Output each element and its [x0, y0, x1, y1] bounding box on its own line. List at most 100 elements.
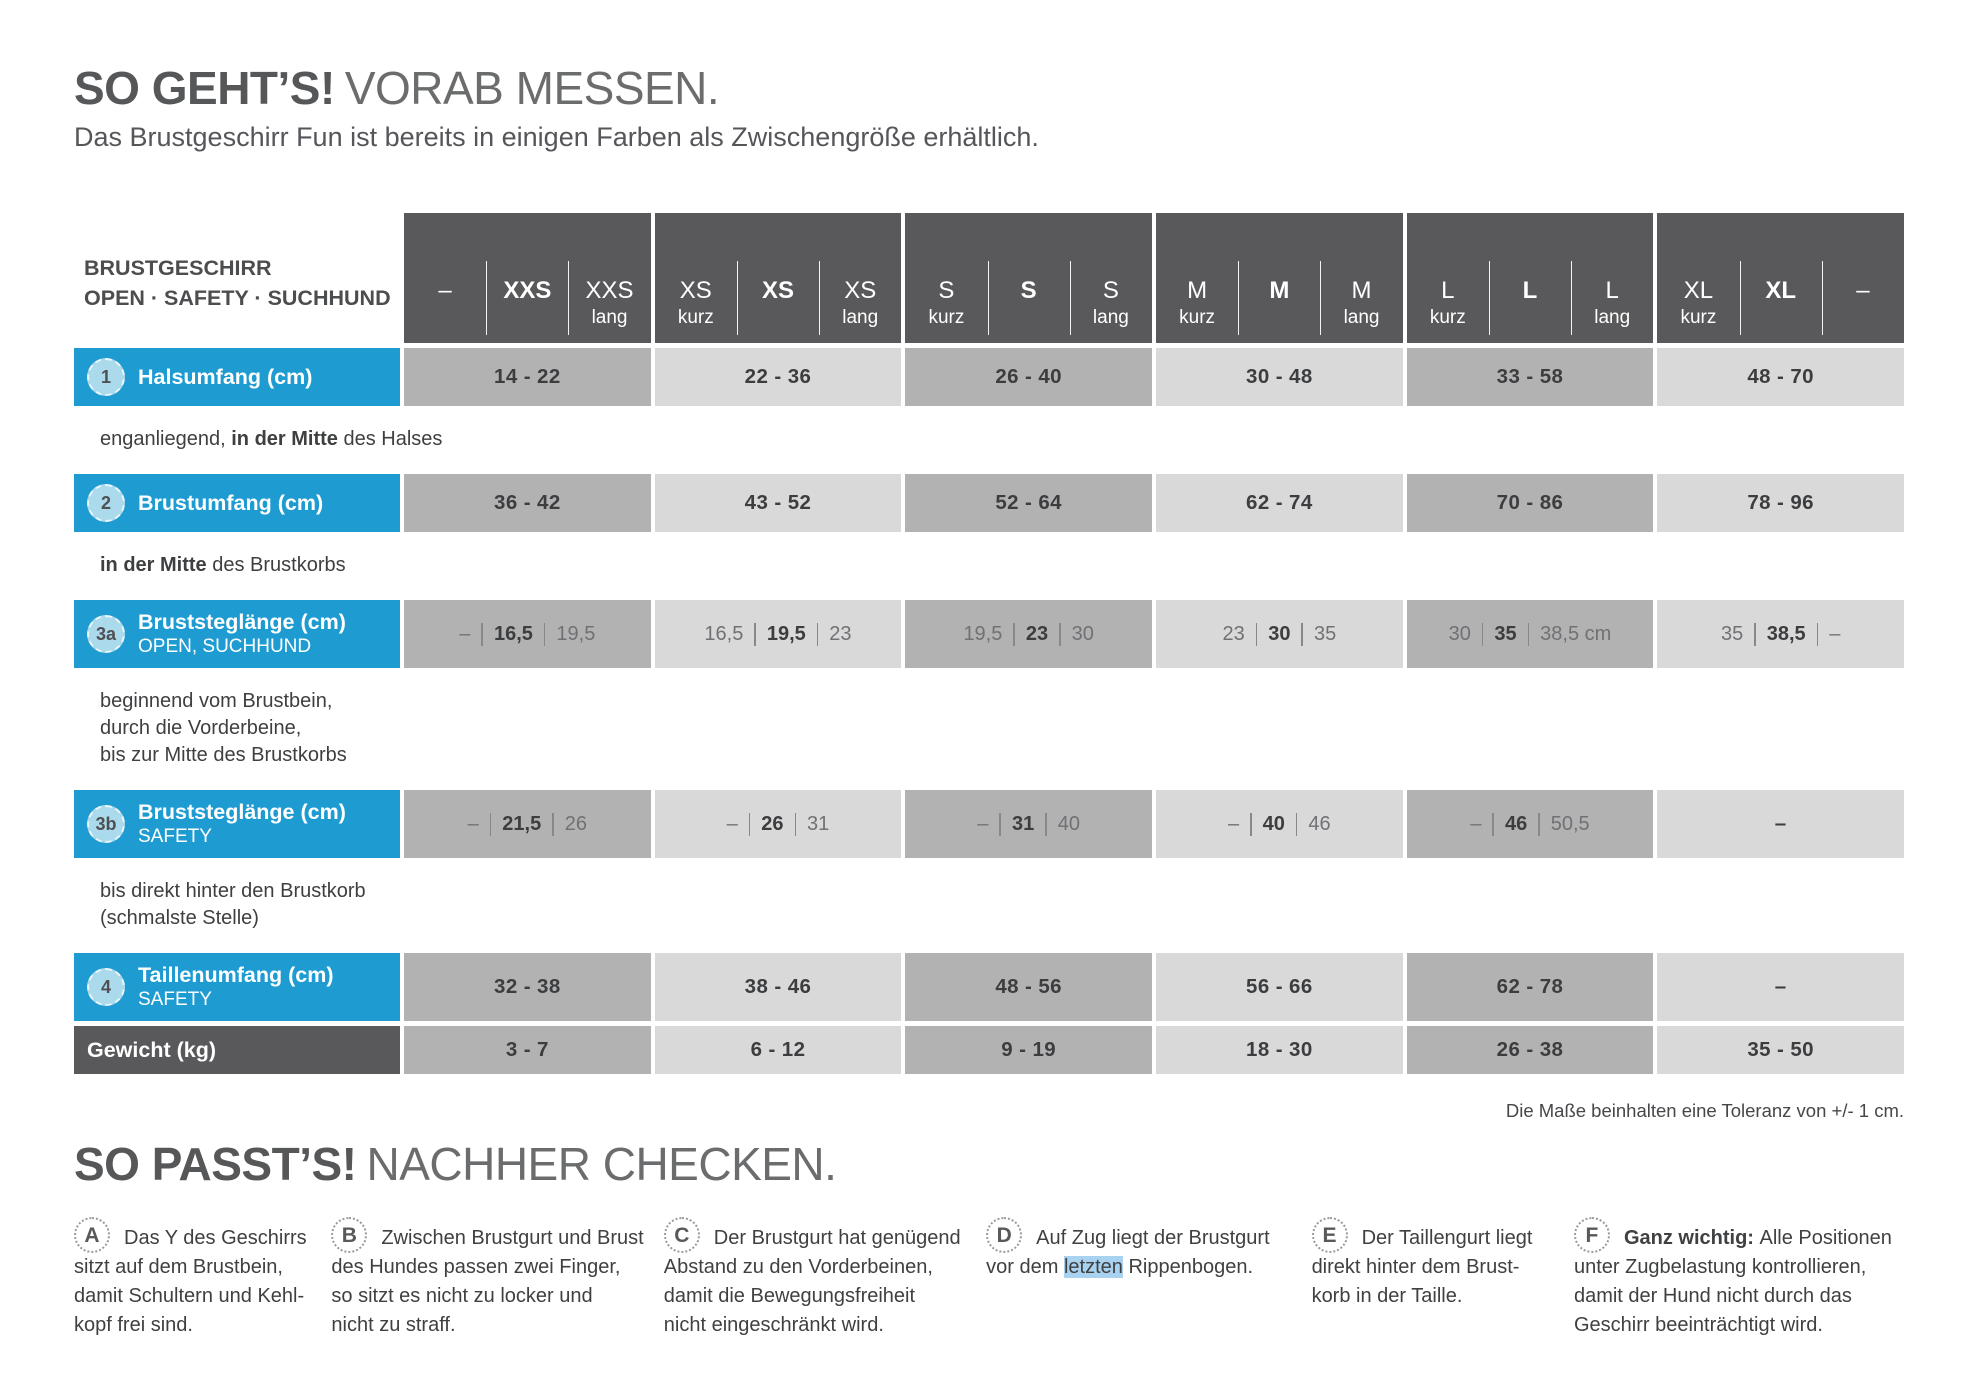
size-label: XS	[679, 277, 712, 304]
value-separator	[1059, 622, 1061, 646]
size-variant-label	[1740, 307, 1822, 333]
size-variant-label: lang	[1594, 307, 1631, 328]
size-variant-label	[1822, 307, 1904, 333]
size-label: L	[1522, 277, 1538, 304]
size-label: M	[1269, 277, 1290, 304]
size-column-group-2: XS kurz XS XS lang	[654, 213, 902, 343]
section2-title-bold: SO PASST’S!	[74, 1138, 357, 1190]
size-variant-label	[737, 307, 819, 333]
size-header-cell: –	[404, 277, 486, 333]
measurement-row-3a: 3a Bruststeglänge (cm) OPEN, SUCHHUND –16,5…	[74, 600, 1904, 668]
value-separator	[1527, 622, 1530, 646]
size-label: XL	[1683, 277, 1714, 304]
row-label-text: Taillenumfang (cm) SAFETY	[138, 963, 334, 1011]
value-item: 23	[829, 622, 852, 645]
size-variant-label	[404, 307, 486, 333]
value-range: 48 - 56	[995, 975, 1062, 998]
measurement-row-label: 2 Brustumfang (cm)	[74, 474, 400, 532]
size-label: XXS	[503, 277, 552, 304]
size-label: XS	[844, 277, 877, 304]
size-header-cell: –	[1822, 277, 1904, 333]
row-label-text: Gewicht (kg)	[87, 1038, 216, 1063]
value-range: 35 - 50	[1747, 1038, 1814, 1061]
size-label: S	[1020, 277, 1037, 304]
value-separator	[1295, 812, 1298, 836]
value-separator	[1754, 622, 1756, 646]
text-segment: beginnend vom Brustbein, durch die Vorde…	[100, 690, 347, 766]
fit-check-item-B: B Zwischen Brustgurt und Brust des Hundes…	[331, 1217, 646, 1340]
size-header-cell: XS	[737, 277, 819, 333]
column-separator	[1821, 261, 1823, 335]
size-label: S	[1102, 277, 1119, 304]
value-range: 14 - 22	[494, 365, 561, 388]
size-header-cell: XS kurz	[655, 277, 737, 333]
size-value-cell: 36 - 42	[404, 474, 651, 532]
text-segment: letzten	[1063, 1256, 1123, 1278]
measurement-row-label: 3b Bruststeglänge (cm) SAFETY	[74, 790, 400, 858]
column-separator	[736, 261, 738, 335]
step-badge: 4	[87, 968, 125, 1006]
size-value-cell: 48 - 70	[1657, 348, 1904, 406]
size-label: –	[438, 277, 452, 304]
size-variant-label: lang	[1092, 307, 1129, 328]
size-header-cell: XL kurz	[1657, 277, 1739, 333]
size-column-group-1: – XXS XXS lang	[404, 213, 651, 343]
size-variant-label: kurz	[1429, 307, 1466, 328]
size-value-cell: 70 - 86	[1406, 474, 1654, 532]
text-segment: bis direkt hinter den Brustkorb (schmals…	[100, 880, 366, 929]
size-value-cell: 35 - 50	[1657, 1026, 1904, 1074]
value-item: –	[1228, 812, 1240, 835]
size-variant-label: kurz	[928, 307, 965, 328]
value-item: 30	[1071, 622, 1094, 645]
value-item: 19,5	[556, 622, 596, 645]
fit-check-letter-badge: F	[1573, 1217, 1610, 1253]
measurement-row-3b: 3b Bruststeglänge (cm) SAFETY –21,5 26–26 31–…	[74, 790, 1904, 858]
row-label-main: Bruststeglänge (cm)	[138, 800, 346, 824]
value-item: 35	[1313, 622, 1337, 645]
value-item: 26	[761, 812, 784, 835]
text-segment: Der Taillengurt liegt direkt hinter dem …	[1311, 1227, 1533, 1307]
size-value-cell: 18 - 30	[1156, 1026, 1403, 1074]
measurement-row-label: 3a Bruststeglänge (cm) OPEN, SUCHHUND	[74, 600, 400, 668]
value-range: 70 - 86	[1496, 491, 1564, 514]
size-table: BRUSTGESCHIRR OPEN · SAFETY · SUCHHUND –…	[74, 213, 1904, 1122]
value-item: –	[1470, 812, 1482, 835]
size-value-cell: 48 - 56	[905, 953, 1152, 1021]
fit-check-letter-badge: D	[986, 1217, 1023, 1253]
value-separator	[816, 622, 819, 646]
value-item: 31	[807, 812, 830, 835]
value-item: 23	[1222, 622, 1245, 645]
size-variant-label	[1238, 307, 1320, 333]
measurement-row-4: 4 Taillenumfang (cm) SAFETY 32 - 38 38 - 46 4…	[74, 953, 1904, 1021]
row-label-main: Brustumfang (cm)	[138, 490, 324, 515]
fit-check-text: Der Brustgurt hat genügend Abstand zu de…	[664, 1224, 969, 1340]
value-separator	[1481, 622, 1484, 646]
text-segment: Rippenbogen.	[1122, 1256, 1254, 1278]
size-value-cell: 38 - 46	[654, 953, 902, 1021]
value-item: –	[467, 812, 479, 835]
measurement-note: beginnend vom Brustbein, durch die Vorde…	[74, 668, 1904, 785]
column-separator	[1488, 261, 1490, 335]
fit-check-letter-badge: C	[663, 1217, 700, 1253]
fit-check-item-D: D Auf Zug liegt der Brustgurt vor dem let…	[986, 1217, 1294, 1340]
fit-check-item-C: C Der Brustgurt hat genügend Abstand zu d…	[663, 1217, 969, 1340]
size-label: M	[1351, 277, 1372, 304]
size-label: S	[938, 277, 955, 304]
fit-check-letter-badge: E	[1311, 1217, 1348, 1253]
size-variant-label: lang	[1343, 307, 1380, 328]
value-item: 23	[1025, 622, 1049, 645]
size-value-cell: –	[1657, 790, 1904, 858]
column-separator	[819, 261, 821, 335]
fit-check-item-A: A Das Y des Geschirrs sitzt auf dem Brust…	[74, 1217, 314, 1340]
value-range: 33 - 58	[1496, 365, 1564, 388]
value-range: 18 - 30	[1246, 1038, 1313, 1061]
size-value-cell: –16,5 19,5	[404, 600, 651, 668]
value-range: 43 - 52	[744, 491, 812, 514]
corner-line-2: OPEN · SAFETY · SUCHHUND	[84, 286, 391, 310]
row-label-main: Bruststeglänge (cm)	[138, 610, 346, 634]
value-range: 62 - 78	[1496, 975, 1564, 998]
size-header-cell: XL	[1740, 277, 1822, 333]
value-item: 38,5	[1766, 622, 1806, 645]
